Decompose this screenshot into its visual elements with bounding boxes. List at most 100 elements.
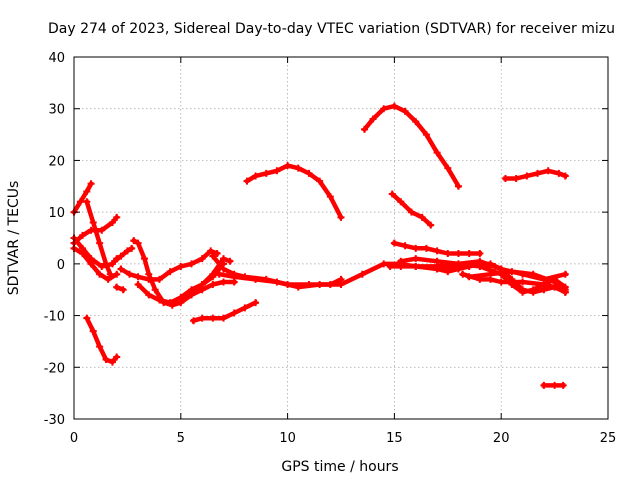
data-point <box>220 278 228 286</box>
data-point <box>113 213 121 221</box>
data-point <box>151 286 159 294</box>
data-point <box>104 275 112 283</box>
data-point <box>501 175 509 183</box>
data-point <box>397 257 405 265</box>
data-point <box>177 262 185 270</box>
data-point <box>476 250 484 258</box>
data-point <box>87 255 95 263</box>
data-point <box>230 273 238 281</box>
data-point <box>252 172 260 180</box>
data-point <box>262 169 270 177</box>
data-point <box>497 278 505 286</box>
data-point <box>454 182 462 190</box>
data-point <box>519 278 527 286</box>
data-point <box>412 255 420 263</box>
data-point <box>83 198 91 206</box>
data-point <box>166 268 174 276</box>
data-point <box>380 105 388 113</box>
data-point <box>155 275 163 283</box>
data-point <box>401 107 409 115</box>
data-point <box>412 244 420 252</box>
data-point <box>412 262 420 270</box>
data-point <box>273 167 281 175</box>
data-point <box>130 237 138 245</box>
data-point <box>433 257 441 265</box>
data-point <box>422 244 430 252</box>
data-point <box>134 281 142 289</box>
data-point <box>190 317 198 325</box>
data-point <box>412 118 420 126</box>
data-point <box>145 291 153 299</box>
data-point <box>390 102 398 110</box>
data-point <box>529 288 537 296</box>
data-point <box>113 353 121 361</box>
y-tick-label: -30 <box>44 413 65 428</box>
data-point <box>358 270 366 278</box>
data-point <box>145 275 153 283</box>
data-point <box>198 286 206 294</box>
data-point <box>126 270 134 278</box>
data-point <box>427 221 435 229</box>
data-point <box>390 239 398 247</box>
data-point <box>369 115 377 123</box>
data-point <box>76 198 84 206</box>
data-series <box>70 102 569 389</box>
data-point <box>465 273 473 281</box>
data-point <box>215 270 223 278</box>
data-point <box>523 172 531 180</box>
series-line-arc-25 <box>503 168 569 181</box>
data-point <box>166 299 174 307</box>
data-point <box>401 242 409 250</box>
data-point <box>433 247 441 255</box>
data-point <box>433 265 441 273</box>
data-point <box>79 244 87 252</box>
series-line-arc-16 <box>243 163 345 221</box>
data-point <box>407 208 415 216</box>
data-point <box>273 278 281 286</box>
data-point <box>87 180 95 188</box>
data-point <box>207 247 215 255</box>
data-point <box>102 356 110 364</box>
data-point <box>134 273 142 281</box>
data-point <box>422 131 430 139</box>
data-point <box>540 381 548 389</box>
series-line-arc-6 <box>83 315 120 365</box>
data-point <box>198 255 206 263</box>
y-tick-label: -10 <box>44 310 65 325</box>
x-axis-label: GPS time / hours <box>281 459 398 475</box>
data-point <box>360 125 368 133</box>
axis-ticks: 0 5 10 15 20 25 -30 -20 -10 0 10 20 30 40 <box>44 51 617 446</box>
data-point <box>96 270 104 278</box>
data-point <box>209 252 217 260</box>
data-point <box>508 268 516 276</box>
data-point <box>177 293 185 301</box>
data-point <box>123 247 131 255</box>
data-point <box>117 252 125 260</box>
data-point <box>465 262 473 270</box>
data-point <box>418 213 426 221</box>
data-point <box>220 265 228 273</box>
series-line-arc-17 <box>361 103 462 190</box>
data-point <box>386 262 394 270</box>
y-tick-label: 0 <box>57 258 65 273</box>
data-point <box>454 250 462 258</box>
data-point <box>241 304 249 312</box>
data-point <box>561 270 569 278</box>
data-point <box>198 314 206 322</box>
data-point <box>519 286 527 294</box>
data-point <box>444 268 452 276</box>
data-point <box>337 213 345 221</box>
x-tick-label: 15 <box>386 431 403 446</box>
chart-title: Day 274 of 2023, Sidereal Day-to-day VTE… <box>48 21 615 37</box>
data-point <box>326 193 334 201</box>
data-point <box>305 169 313 177</box>
data-point <box>113 270 121 278</box>
data-point <box>96 343 104 351</box>
data-point <box>209 273 217 281</box>
data-point <box>83 187 91 195</box>
data-point <box>98 262 106 270</box>
data-point <box>561 288 569 296</box>
data-point <box>388 190 396 198</box>
data-point <box>551 381 559 389</box>
